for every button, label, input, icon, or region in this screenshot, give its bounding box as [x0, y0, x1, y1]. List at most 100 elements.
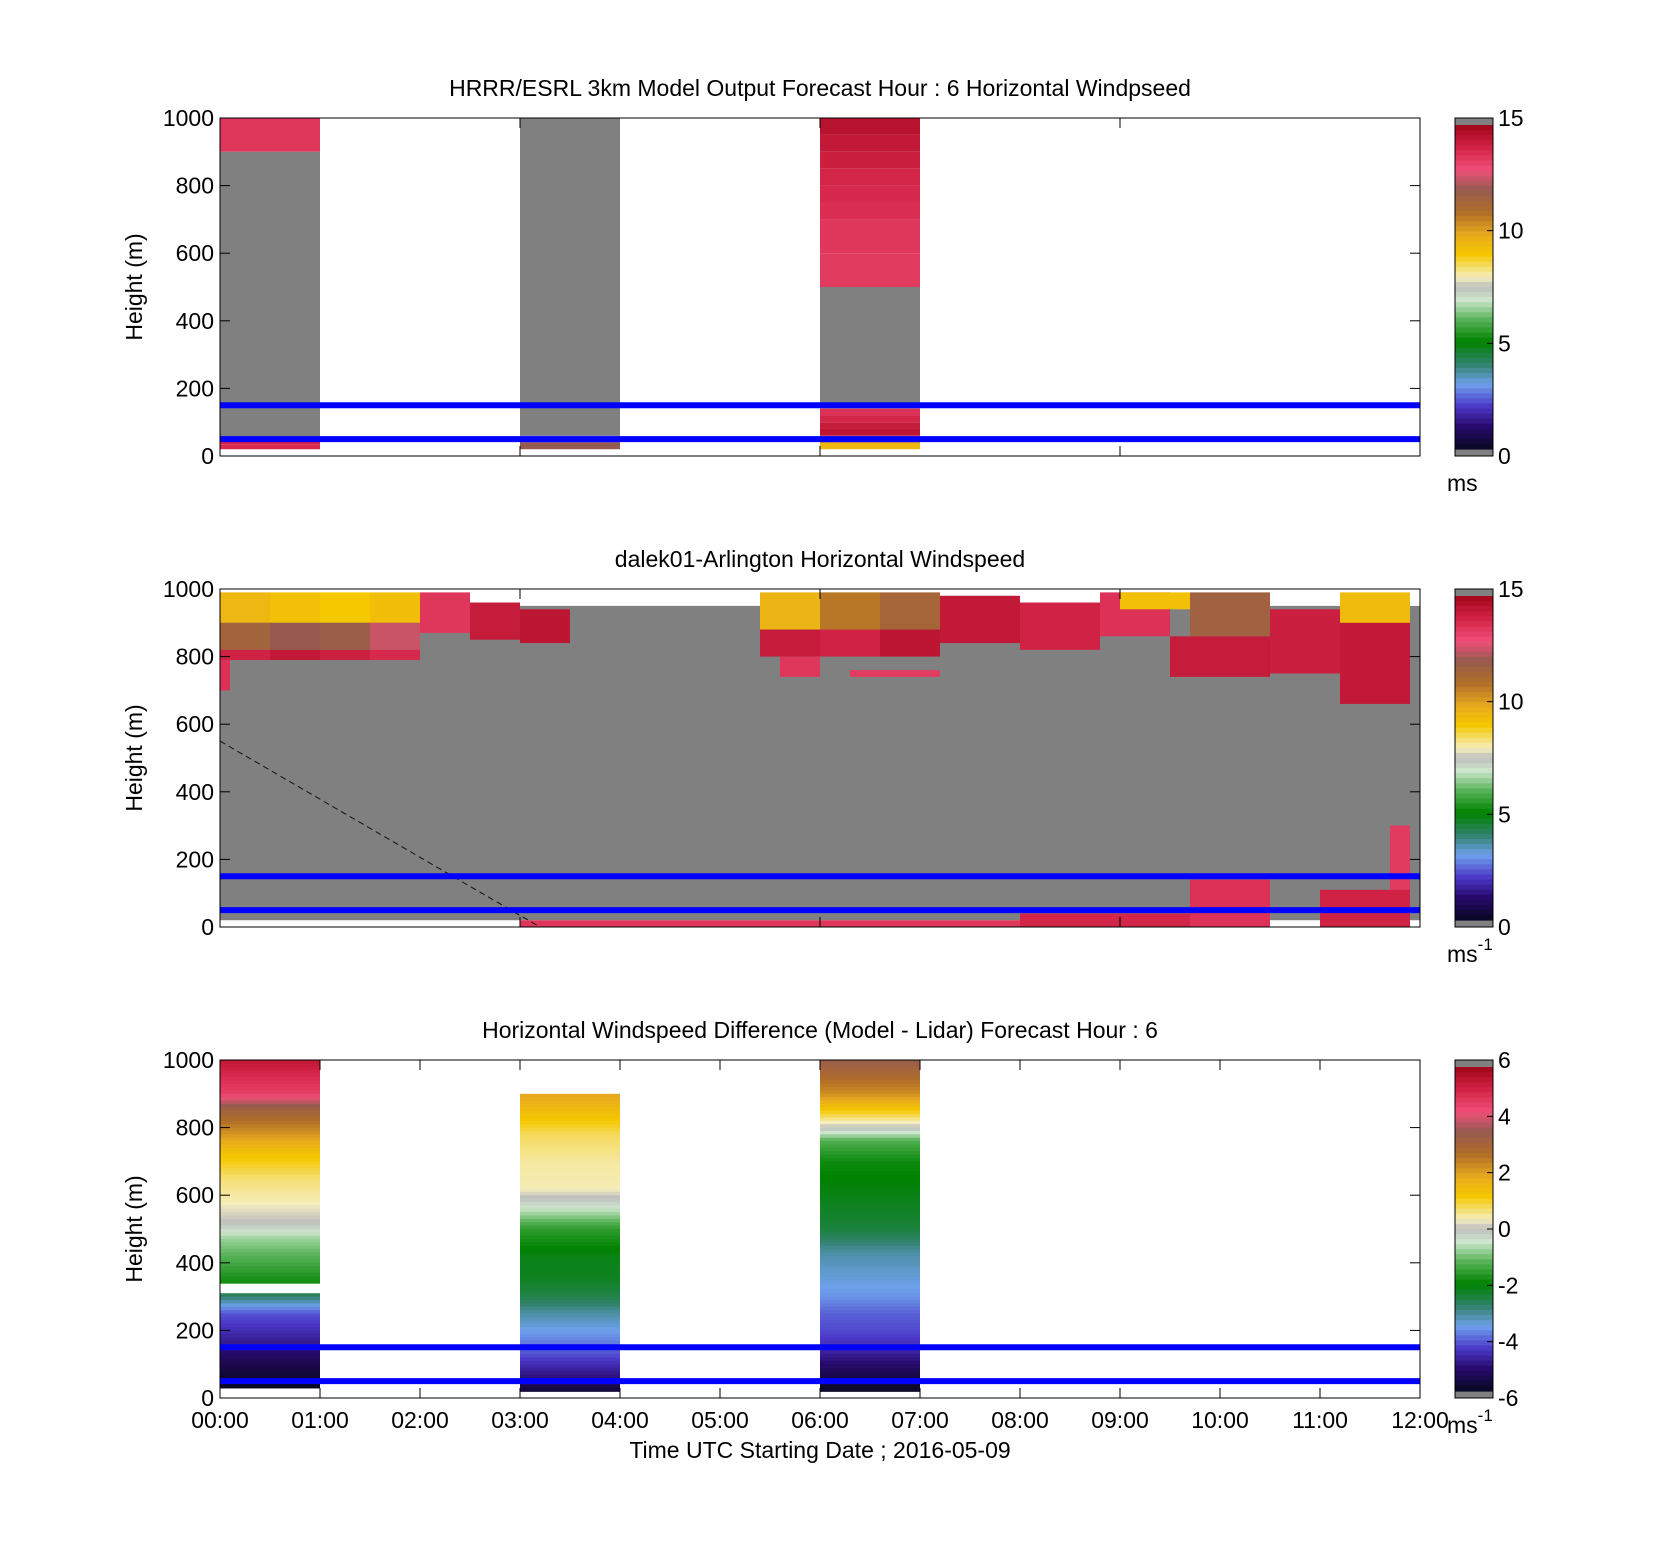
colorbar-segment — [1455, 418, 1493, 425]
colorbar-segment — [1455, 1132, 1493, 1139]
heatmap-cell — [820, 1185, 920, 1190]
heatmap-cell — [520, 1120, 620, 1125]
heatmap-cell — [520, 1222, 620, 1227]
heatmap-cell — [220, 1178, 320, 1183]
heatmap-cell — [520, 1161, 620, 1166]
heatmap-cell — [520, 1262, 620, 1267]
heatmap-cell — [850, 670, 940, 677]
heatmap-cell — [220, 592, 270, 623]
colorbar: -6 -4 -2 0 2 4 6 ms-1 — [1447, 1047, 1519, 1438]
heatmap-cell — [780, 656, 820, 677]
colorbar-segment — [1455, 342, 1493, 349]
colorbar-segment — [1455, 443, 1493, 450]
heatmap-cell — [820, 1337, 920, 1342]
colorbar-segment — [1455, 357, 1493, 364]
colorbar-segment — [1455, 783, 1493, 789]
heatmap-cell — [220, 1195, 320, 1200]
heatmap-cell — [220, 1070, 320, 1075]
colorbar-segment — [1455, 327, 1493, 334]
heatmap-cell — [820, 1076, 920, 1081]
y-tick-label: 0 — [201, 914, 214, 940]
heatmap-cell — [520, 1370, 620, 1375]
colorbar-segment — [1455, 854, 1493, 860]
colorbar-segment — [1455, 231, 1493, 237]
heatmap-cell — [220, 1158, 320, 1162]
colorbar-segment — [1455, 408, 1493, 415]
heatmap-cell — [820, 1137, 920, 1142]
colorbar-frame — [1454, 588, 1494, 928]
colorbar-segment — [1455, 1173, 1493, 1179]
colorbar-segment — [1455, 297, 1493, 303]
y-axis-label: Height (m) — [121, 233, 147, 340]
heatmap-cell — [220, 1279, 320, 1284]
heatmap-cell — [220, 1266, 320, 1271]
heatmap-cell — [820, 1215, 920, 1220]
heatmap-cell — [220, 1076, 320, 1081]
heatmap-cell — [220, 1097, 320, 1102]
chart-panel-lidar: dalek01-Arlington Horizontal Windspeed H… — [121, 546, 1524, 967]
colorbar-tick-label: 4 — [1498, 1103, 1511, 1129]
colorbar-segment — [1455, 621, 1493, 627]
colorbar-segment — [1455, 874, 1493, 881]
heatmap-cell — [220, 1073, 320, 1078]
heatmap-cell — [320, 592, 370, 623]
colorbar-segment — [1455, 763, 1493, 769]
colorbar-segment — [1455, 1067, 1493, 1073]
heatmap-cell — [520, 1110, 620, 1115]
heatmap-cell — [220, 1357, 320, 1362]
colorbar-tick-label: 0 — [1498, 443, 1511, 469]
heatmap-cell — [820, 1316, 920, 1321]
colorbar-segment — [1455, 808, 1493, 815]
heatmap-cell — [820, 1181, 920, 1186]
heatmap-area — [220, 592, 1420, 927]
heatmap-cell — [520, 1229, 620, 1233]
x-tick-label: 08:00 — [991, 1407, 1049, 1433]
heatmap-cell — [220, 1120, 320, 1125]
colorbar-segment — [1455, 403, 1493, 410]
colorbar-segment — [1455, 1299, 1493, 1306]
heatmap-cell — [220, 1093, 320, 1098]
heatmap-cell — [520, 1168, 620, 1173]
colorbar-tick-label: 2 — [1498, 1160, 1511, 1186]
heatmap-cell — [220, 1303, 320, 1308]
heatmap-cell — [220, 1087, 320, 1092]
heatmap-cell — [820, 1225, 920, 1230]
heatmap-cell — [520, 1245, 620, 1250]
heatmap-cell — [820, 1154, 920, 1159]
colorbar-tick-label: 15 — [1498, 105, 1524, 131]
heatmap-cell — [520, 1256, 620, 1261]
colorbar-segment — [1455, 216, 1493, 222]
heatmap-cell — [520, 1218, 620, 1223]
heatmap-cell — [820, 1245, 920, 1250]
colorbar-segment — [1455, 347, 1493, 354]
colorbar-segment — [1455, 428, 1493, 435]
colorbar-segment — [1455, 332, 1493, 339]
heatmap-cell — [820, 1364, 920, 1369]
heatmap-cell — [520, 1327, 620, 1331]
heatmap-cell — [820, 1299, 920, 1304]
heatmap-cell — [820, 1147, 920, 1152]
colorbar-segment — [1455, 1274, 1493, 1281]
heatmap-cell — [520, 1293, 620, 1298]
heatmap-cell — [820, 1151, 920, 1156]
colorbar-segment — [1455, 793, 1493, 800]
heatmap-cell — [820, 1350, 920, 1355]
heatmap-cell — [520, 1147, 620, 1152]
heatmap-cell — [820, 1090, 920, 1095]
colorbar-segment — [1455, 1168, 1493, 1174]
y-axis-label: Height (m) — [121, 1175, 147, 1282]
heatmap-cell — [520, 1124, 620, 1129]
heatmap-cell — [820, 1266, 920, 1271]
heatmap-cell — [520, 1195, 620, 1200]
colorbar-segment — [1455, 773, 1493, 779]
colorbar-segment — [1455, 1107, 1493, 1114]
colorbar-tick-label: 0 — [1498, 1216, 1511, 1242]
heatmap-cell — [820, 1100, 920, 1105]
heatmap-cell — [520, 1296, 620, 1301]
heatmap-cell — [220, 1107, 320, 1112]
colorbar-segment — [1455, 180, 1493, 187]
heatmap-cell — [220, 1100, 320, 1105]
colorbar: 0 5 10 15 ms-1 — [1447, 576, 1524, 967]
colorbar-segment — [1455, 879, 1493, 886]
colorbar-segment — [1455, 135, 1493, 141]
